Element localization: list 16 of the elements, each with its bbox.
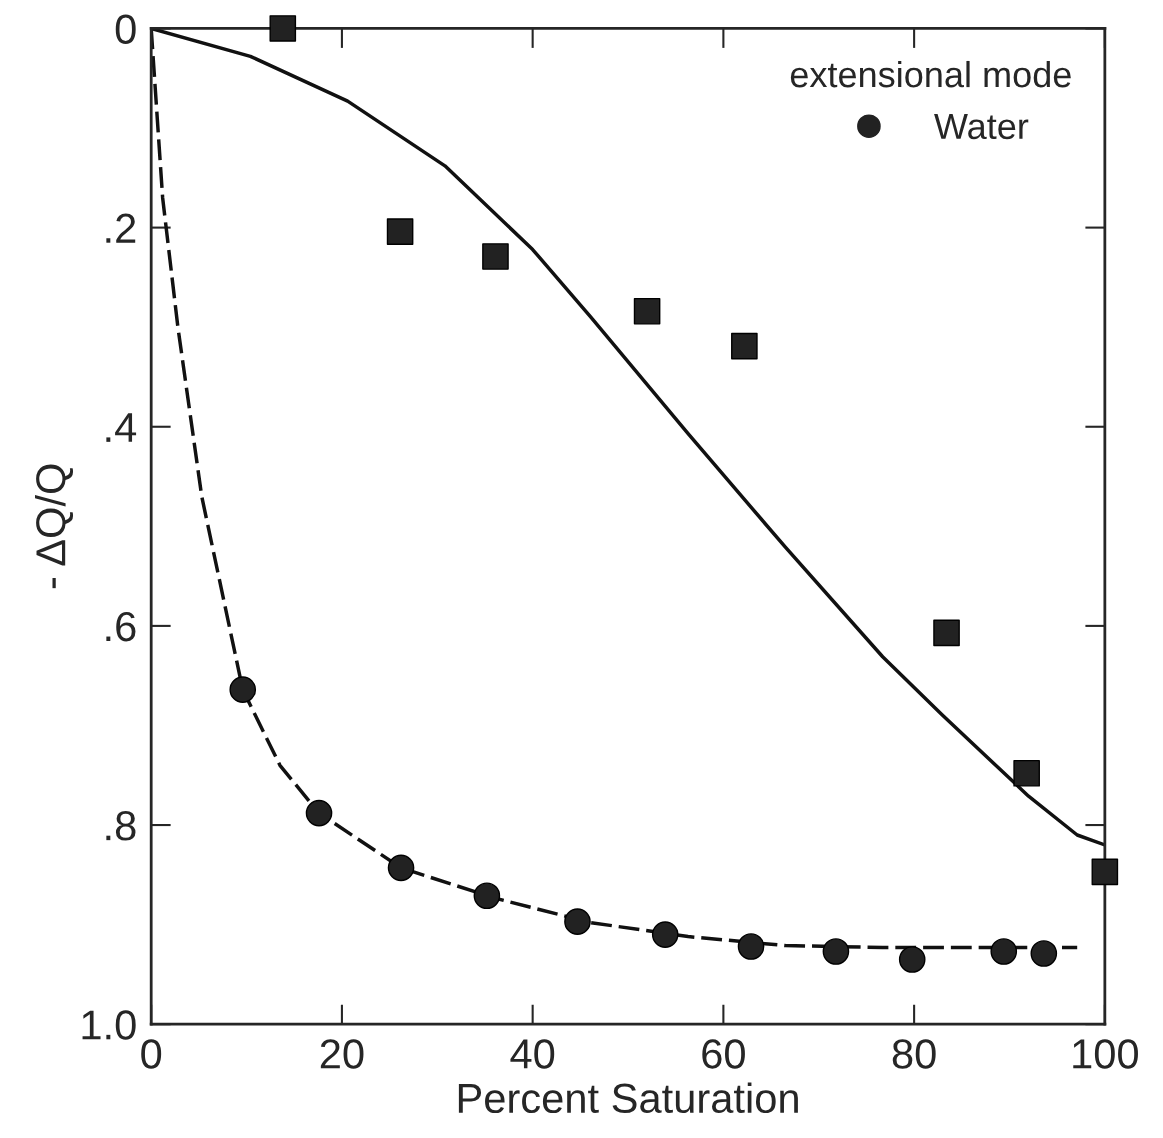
legend-title: extensional mode bbox=[790, 60, 1071, 88]
y-tick-label: 1.0 bbox=[82, 1010, 136, 1040]
y-tick-label: .4 bbox=[106, 413, 137, 442]
y-tick-label: 0 bbox=[115, 14, 136, 44]
y-tick-label: .8 bbox=[106, 811, 136, 841]
y-axis-title: - ΔQ/Q bbox=[34, 464, 74, 589]
x-tick-label: 40 bbox=[510, 1039, 555, 1069]
y-tick-label: .2 bbox=[106, 213, 136, 243]
y-tick-label: .6 bbox=[106, 611, 136, 642]
legend-label: Water bbox=[934, 113, 1029, 140]
x-tick-label: 20 bbox=[320, 1039, 364, 1069]
x-axis-title: Percent Saturation bbox=[458, 1082, 798, 1114]
x-tick-label: 0 bbox=[141, 1039, 162, 1069]
x-tick-label: 100 bbox=[1073, 1039, 1138, 1069]
x-tick-label: 80 bbox=[892, 1039, 936, 1069]
x-tick-label: 60 bbox=[702, 1039, 745, 1069]
